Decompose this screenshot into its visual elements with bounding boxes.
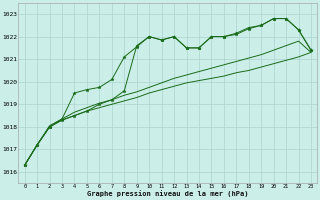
X-axis label: Graphe pression niveau de la mer (hPa): Graphe pression niveau de la mer (hPa) xyxy=(87,190,249,197)
